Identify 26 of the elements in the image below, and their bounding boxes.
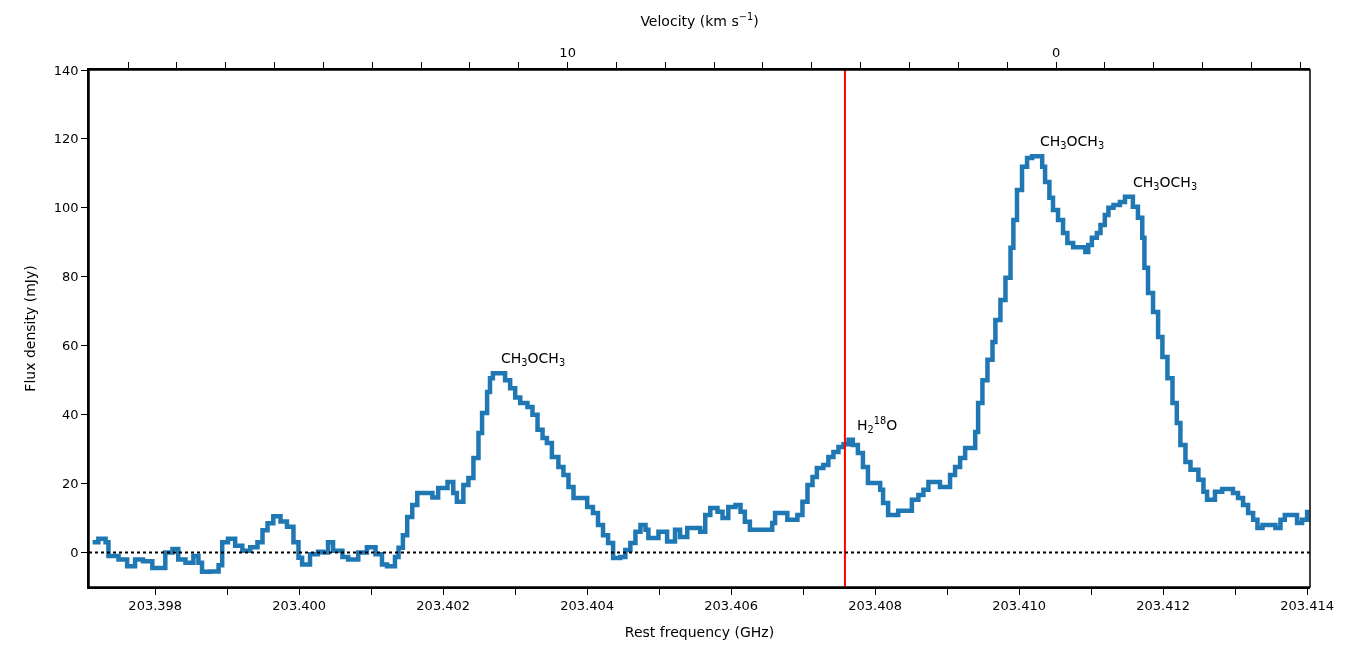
y-tick-label: 0	[70, 545, 79, 561]
annotation: CH$_{3}$OCH$_{3}$	[501, 350, 566, 368]
x-tick-label: 203.402	[416, 598, 471, 614]
y-tick-label: 80	[62, 269, 79, 285]
y-tick-label: 40	[62, 407, 79, 423]
x-tick-label: 203.410	[992, 598, 1047, 614]
x-axis-title: Rest frequency (GHz)	[624, 624, 775, 641]
y-tick-label: 100	[53, 200, 79, 216]
x2-axis-title: Velocity (km s$^{−1}$)	[640, 11, 759, 30]
annotation: CH$_{3}$OCH$_{3}$	[1040, 133, 1105, 151]
x-tick-label: 203.406	[704, 598, 759, 614]
x2-tick-label: 10	[559, 45, 576, 61]
annotation: H$_{2}$$^{18}$O	[857, 415, 898, 435]
y-tick-label: 120	[53, 131, 79, 147]
y-tick-label: 20	[62, 476, 79, 492]
x2-tick-label: 0	[1051, 45, 1061, 61]
x-tick-label: 203.412	[1136, 598, 1191, 614]
x-tick-label: 203.414	[1280, 598, 1334, 614]
x-tick-label: 203.400	[272, 598, 327, 614]
y-tick-label: 140	[53, 62, 79, 78]
x-tick-label: 203.398	[128, 598, 183, 614]
y-tick-label: 60	[62, 338, 79, 354]
annotation: CH$_{3}$OCH$_{3}$	[1133, 174, 1198, 192]
y-axis-title: Flux density (mJy)	[21, 265, 38, 392]
x-tick-label: 203.408	[848, 598, 903, 614]
x-tick-label: 203.404	[560, 598, 615, 614]
